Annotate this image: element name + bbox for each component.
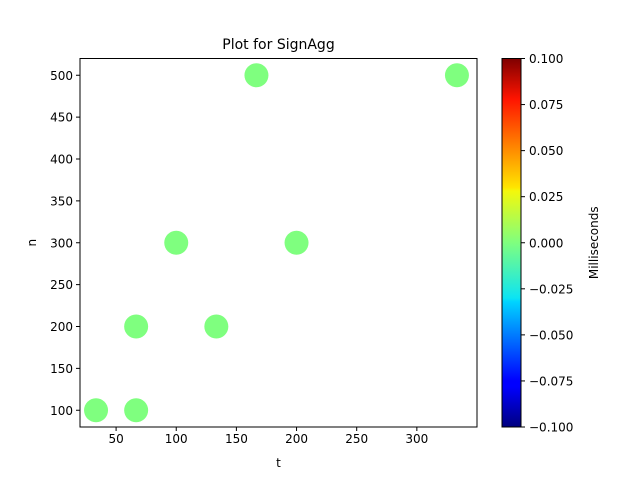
plot-area bbox=[84, 63, 469, 423]
colorbar bbox=[501, 58, 522, 428]
x-tick-label: 250 bbox=[345, 432, 368, 446]
scatter-point bbox=[124, 314, 149, 339]
scatter-point bbox=[84, 398, 109, 423]
y-tick-label: 100 bbox=[50, 404, 73, 418]
scatter-point bbox=[124, 398, 149, 423]
colorbar-tick-label: 0.075 bbox=[529, 98, 563, 112]
x-tick-label: 50 bbox=[108, 432, 123, 446]
scatter-point bbox=[284, 230, 309, 255]
colorbar-tick-label: 0.025 bbox=[529, 190, 563, 204]
y-tick-label: 250 bbox=[50, 278, 73, 292]
colorbar-label: Milliseconds bbox=[587, 206, 601, 279]
y-axis: 100 150 200 250 300 350 400 450 500 bbox=[50, 69, 80, 418]
colorbar-tick-label: 0.000 bbox=[529, 236, 563, 250]
x-tick-label: 200 bbox=[285, 432, 308, 446]
colorbar-tick-label: 0.050 bbox=[529, 144, 563, 158]
colorbar-ticks: 0.100 0.075 0.050 0.025 0.000 −0.025 −0.050 −0.… bbox=[521, 52, 573, 435]
colorbar-tick-label: −0.075 bbox=[529, 374, 573, 388]
y-tick-label: 300 bbox=[50, 236, 73, 250]
y-tick-label: 500 bbox=[50, 69, 73, 83]
x-tick-label: 150 bbox=[225, 432, 248, 446]
colorbar-tick-label: −0.050 bbox=[529, 328, 573, 342]
y-tick-label: 400 bbox=[50, 153, 73, 167]
x-tick-label: 100 bbox=[165, 432, 188, 446]
y-tick-label: 350 bbox=[50, 194, 73, 208]
x-axis-label: t bbox=[276, 456, 281, 470]
scatter-point bbox=[204, 314, 229, 339]
scatter-point bbox=[164, 230, 189, 255]
scatter-point bbox=[444, 63, 469, 88]
y-axis-label: n bbox=[25, 239, 39, 247]
x-tick-label: 300 bbox=[405, 432, 428, 446]
y-tick-label: 150 bbox=[50, 362, 73, 376]
y-tick-label: 200 bbox=[50, 320, 73, 334]
y-tick-label: 450 bbox=[50, 111, 73, 125]
colorbar-tick-label: −0.025 bbox=[529, 282, 573, 296]
chart-title: Plot for SignAgg bbox=[222, 37, 334, 53]
scatter-point bbox=[244, 63, 269, 88]
colorbar-tick-label: −0.100 bbox=[529, 421, 573, 435]
colorbar-tick-label: 0.100 bbox=[529, 52, 563, 66]
x-axis: 50 100 150 200 250 300 bbox=[108, 427, 428, 446]
